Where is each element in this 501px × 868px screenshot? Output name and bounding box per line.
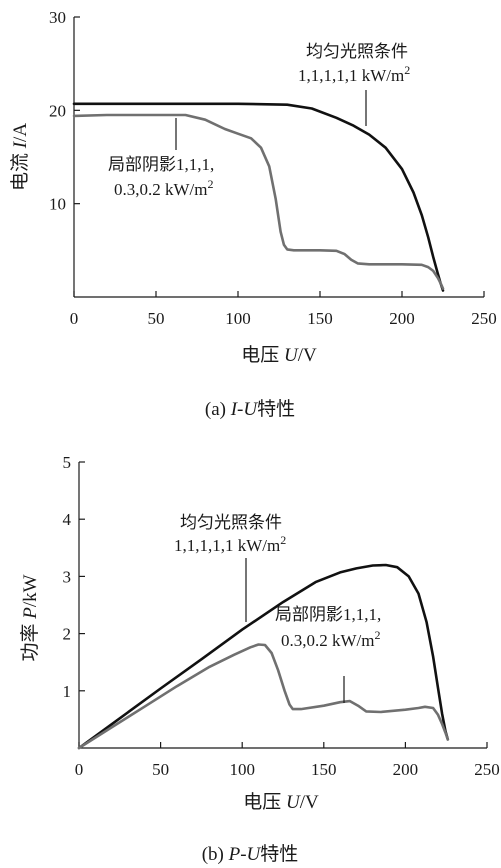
pu-x-axis-label: 电压 U/V [243, 791, 319, 813]
pu-caption: (b) P-U特性 [202, 843, 299, 865]
iu-y-tick-label: 30 [49, 8, 66, 27]
pu-x-tick-label: 150 [311, 760, 337, 779]
iu-uniform-label-line2: 1,1,1,1,1 kW/m2 [298, 63, 410, 85]
iu-x-tick-label: 50 [148, 309, 165, 328]
iu-y-axis-label: 电流 I/A [9, 123, 31, 191]
chart-iu: 0 50 100 150 200 250 10 20 30 均匀光照条件 1,1,1,1,1 k… [9, 8, 497, 420]
iu-x-tick-label: 150 [307, 309, 333, 328]
pu-series [77, 563, 450, 750]
pu-y-axis-label: 功率 P/kW [19, 574, 41, 661]
iu-shade-label-line1: 局部阴影1,1,1, [108, 155, 214, 174]
iu-shade-label-line2: 0.3,0.2 kW/m2 [114, 177, 214, 199]
pu-x-tick-label: 100 [229, 760, 255, 779]
pu-y-tick-label: 4 [63, 510, 72, 529]
pu-uniform-label-line1: 均匀光照条件 [180, 513, 282, 532]
pu-x-tick-label: 50 [152, 760, 169, 779]
iu-x-axis-label: 电压 U/V [241, 344, 317, 366]
iu-plot-area [73, 17, 484, 298]
pu-x-tick-label: 0 [75, 760, 84, 779]
iu-x-tick-label: 100 [225, 309, 251, 328]
iu-x-tick-label: 0 [70, 309, 79, 328]
iu-y-tick-label: 10 [49, 195, 66, 214]
iu-uniform-label-line1: 均匀光照条件 [306, 42, 408, 61]
iu-uniform-curve [72, 102, 445, 292]
pu-y-tick-label: 3 [63, 567, 72, 586]
pu-uniform-label-line2: 1,1,1,1,1 kW/m2 [174, 533, 286, 555]
pu-shaded-curve [77, 643, 450, 750]
iu-caption: (a) I-U特性 [205, 398, 295, 420]
pu-ticks: 0 50 100 150 200 250 1 2 3 4 5 [63, 453, 500, 779]
pu-y-tick-label: 1 [63, 682, 72, 701]
pu-y-tick-label: 5 [63, 453, 72, 472]
pu-plot-area [78, 462, 487, 749]
iu-series [72, 102, 445, 292]
pu-shade-label-line1: 局部阴影1,1,1, [275, 605, 381, 624]
iu-shaded-curve [72, 113, 445, 290]
pu-uniform-curve [77, 563, 450, 750]
pu-x-tick-label: 250 [474, 760, 500, 779]
pu-shade-label-line2: 0.3,0.2 kW/m2 [281, 628, 381, 650]
iu-y-tick-label: 20 [49, 101, 66, 120]
pu-x-tick-label: 200 [393, 760, 419, 779]
chart-pu: 0 50 100 150 200 250 1 2 3 4 5 均匀光照条件 1,1,1,1,1 kW… [19, 453, 500, 865]
pu-y-tick-label: 2 [63, 625, 72, 644]
iu-x-tick-label: 250 [471, 309, 497, 328]
iu-ticks: 0 50 100 150 200 250 10 20 30 [49, 8, 497, 328]
iu-x-tick-label: 200 [389, 309, 415, 328]
